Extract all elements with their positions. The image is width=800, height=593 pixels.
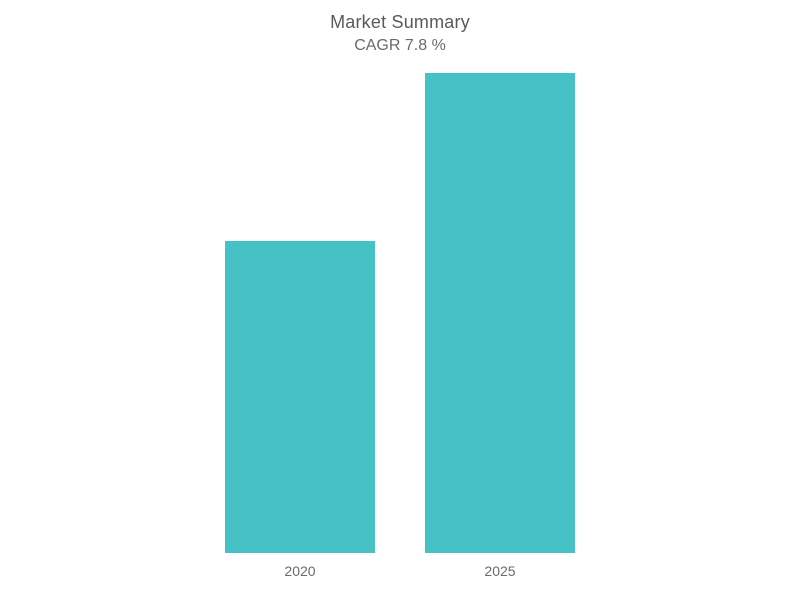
bar-2020 <box>225 241 375 553</box>
chart-container: Market Summary CAGR 7.8 % 2020 2025 <box>0 0 800 593</box>
plot-area <box>190 73 610 553</box>
x-axis-labels: 2020 2025 <box>190 563 610 579</box>
chart-subtitle: CAGR 7.8 % <box>354 37 446 55</box>
chart-title: Market Summary <box>330 12 470 33</box>
bar-2025 <box>425 73 575 553</box>
x-label-2025: 2025 <box>425 563 575 579</box>
x-label-2020: 2020 <box>225 563 375 579</box>
